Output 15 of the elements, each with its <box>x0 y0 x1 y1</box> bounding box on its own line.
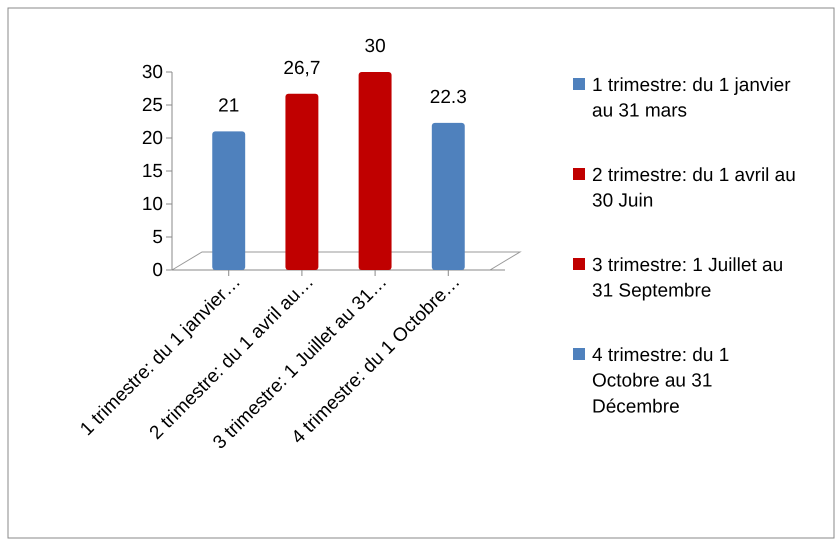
data-label: 26,7 <box>283 58 320 79</box>
y-tick-label: 25 <box>142 95 163 116</box>
y-tick-label: 10 <box>142 194 163 216</box>
legend-label: 3 trimestre: 1 Juillet au 31 Septembre <box>592 255 784 302</box>
legend-label: 1 trimestre: du 1 janvier au 31 mars <box>592 75 792 122</box>
legend-label: 4 trimestre: du 1 Octobre au 31 Décembre <box>592 345 730 418</box>
data-label: 22.3 <box>430 86 467 108</box>
data-label: 21 <box>218 95 240 116</box>
y-tick-label: 0 <box>152 260 163 282</box>
y-tick-label: 5 <box>152 227 163 248</box>
y-tick-label: 30 <box>142 62 163 84</box>
data-label: 30 <box>364 36 386 57</box>
legend-label: 2 trimestre: du 1 avril au 30 Juin <box>592 165 796 212</box>
y-tick-label: 20 <box>142 128 163 150</box>
y-tick-label: 15 <box>142 161 163 182</box>
